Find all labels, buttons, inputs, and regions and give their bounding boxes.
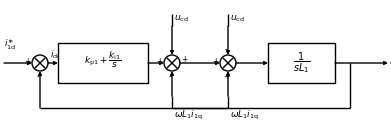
Bar <box>268 43 335 83</box>
Text: $i_{1\mathrm{d}}^{\ast}$: $i_{1\mathrm{d}}^{\ast}$ <box>4 38 16 52</box>
Text: $\dfrac{1}{sL_{1}}$: $\dfrac{1}{sL_{1}}$ <box>293 51 310 75</box>
Text: $u_{\mathrm{cd}}$: $u_{\mathrm{cd}}$ <box>174 14 189 25</box>
Bar <box>58 43 148 83</box>
Text: $i_{\mathrm{de}}$: $i_{\mathrm{de}}$ <box>50 49 62 61</box>
Text: +: + <box>223 72 229 81</box>
Text: $u_{\mathrm{cd}}$: $u_{\mathrm{cd}}$ <box>230 14 245 25</box>
Text: -: - <box>37 72 39 81</box>
Text: $i_{1\mathrm{d}}$: $i_{1\mathrm{d}}$ <box>389 56 391 68</box>
Text: $\omega L_{1}i_{1\mathrm{q}}$: $\omega L_{1}i_{1\mathrm{q}}$ <box>174 109 203 122</box>
Text: $k_{\mathrm{p1}}+\dfrac{k_{\mathrm{i1}}}{s}$: $k_{\mathrm{p1}}+\dfrac{k_{\mathrm{i1}}}… <box>84 50 122 70</box>
Text: +: + <box>25 57 31 66</box>
Text: -: - <box>169 72 171 81</box>
Text: +: + <box>157 57 163 66</box>
Text: $\omega L_{1}i_{1\mathrm{q}}$: $\omega L_{1}i_{1\mathrm{q}}$ <box>230 109 259 122</box>
Text: +: + <box>213 57 219 66</box>
Text: +: + <box>181 55 187 65</box>
Text: -: - <box>224 45 228 54</box>
